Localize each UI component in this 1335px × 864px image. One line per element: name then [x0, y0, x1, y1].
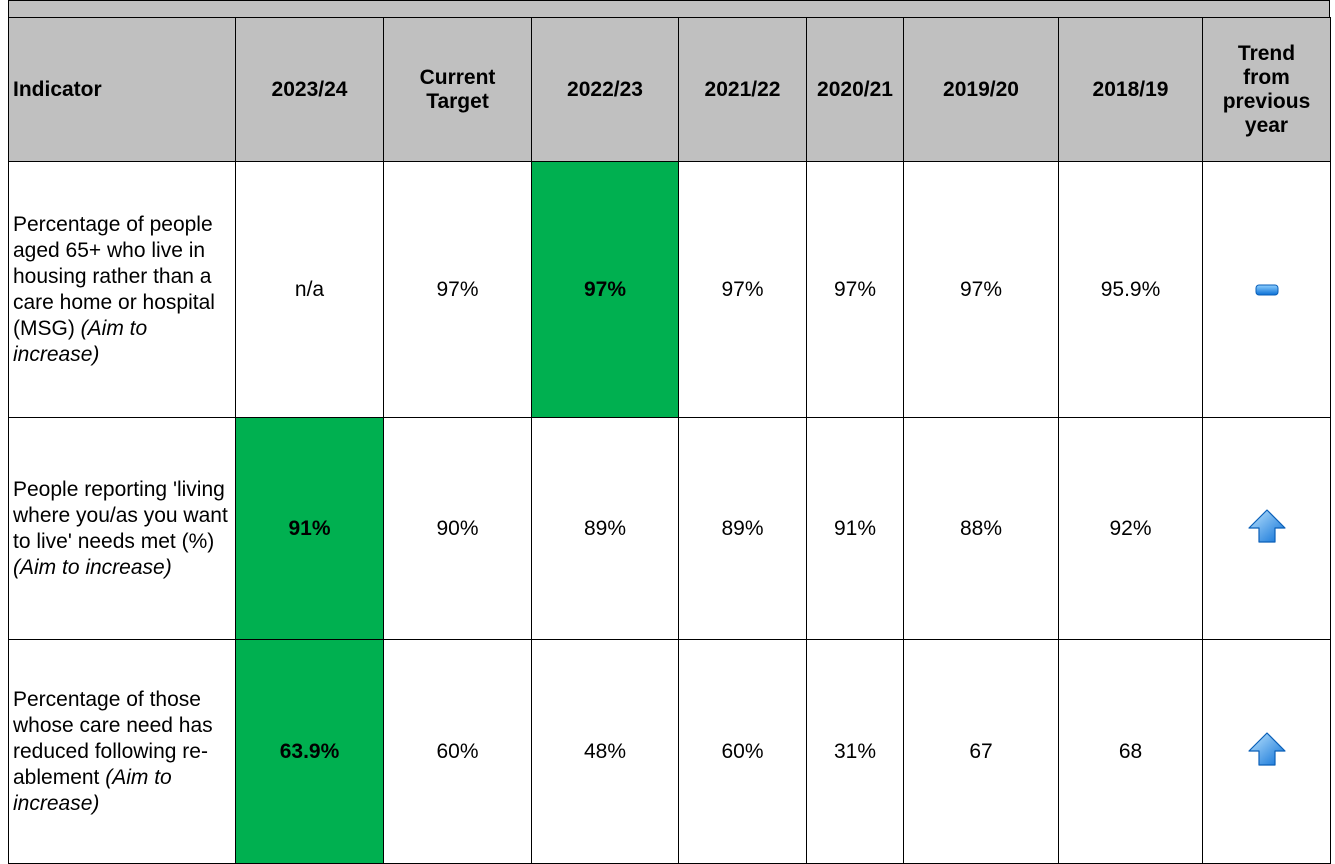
value-cell: 63.9% [235, 639, 384, 864]
header-cell: 2023/24 [235, 17, 384, 162]
value-cell: 68 [1058, 639, 1203, 864]
aim: (Aim to increase) [13, 316, 148, 366]
value-cell: 67 [903, 639, 1059, 864]
trend-cell [1202, 417, 1331, 640]
value-cell: 60% [678, 639, 807, 864]
header-cell: Indicator [8, 17, 236, 162]
indicator-cell: People reporting 'living where you/as yo… [8, 417, 236, 640]
indicator-cell: Percentage of people aged 65+ who live i… [8, 161, 236, 418]
value-cell: 91% [806, 417, 904, 640]
value-cell: 97% [383, 161, 532, 418]
header-row: Indicator 2023/24 Current Target 2022/23… [8, 17, 1331, 162]
indicator: Percentage of those whose care need has … [13, 687, 213, 789]
row: People reporting 'living where you/as yo… [8, 417, 1331, 640]
header-text: Trend from previous year [1222, 41, 1311, 137]
indicator-table: Indicator 2023/24 Current Target 2022/23… [8, 17, 1331, 864]
value-cell: 89% [531, 417, 679, 640]
header-cell: 2020/21 [806, 17, 904, 162]
value-cell: 95.9% [1058, 161, 1203, 418]
value-cell: 31% [806, 639, 904, 864]
value-cell: 88% [903, 417, 1059, 640]
indicator: People reporting 'living where you/as yo… [13, 477, 228, 553]
header-text: Current Target [419, 65, 496, 113]
trend-up-icon [1247, 508, 1286, 543]
value-cell: 97% [806, 161, 904, 418]
row: Percentage of people aged 65+ who live i… [8, 161, 1331, 418]
row: Percentage of those whose care need has … [8, 639, 1331, 864]
header-cell: 2021/22 [678, 17, 807, 162]
value-cell: 97% [531, 161, 679, 418]
trend-up-icon [1247, 731, 1286, 766]
value-cell: 92% [1058, 417, 1203, 640]
table-wrap: Indicator 2023/24 Current Target 2022/23… [8, 0, 1331, 864]
value-cell: 89% [678, 417, 807, 640]
value-cell: 91% [235, 417, 384, 640]
value-cell: 97% [678, 161, 807, 418]
trend-same-icon [1255, 284, 1278, 295]
indicator: Percentage of people aged 65+ who live i… [13, 212, 215, 340]
aim: (Aim to increase) [13, 555, 172, 579]
value-cell: 60% [383, 639, 532, 864]
value-cell: n/a [235, 161, 384, 418]
header-cell: Trend from previous year [1202, 17, 1331, 162]
header-cell: 2018/19 [1058, 17, 1203, 162]
header-cell: Current Target [383, 17, 532, 162]
header-cell: 2019/20 [903, 17, 1059, 162]
trend-cell [1202, 639, 1331, 864]
trend-cell [1202, 161, 1331, 418]
value-cell: 90% [383, 417, 532, 640]
aim: (Aim to increase) [13, 765, 172, 815]
value-cell: 97% [903, 161, 1059, 418]
title-strip [8, 0, 1330, 17]
value-cell: 48% [531, 639, 679, 864]
header-cell: 2022/23 [531, 17, 679, 162]
indicator-cell: Percentage of those whose care need has … [8, 639, 236, 864]
